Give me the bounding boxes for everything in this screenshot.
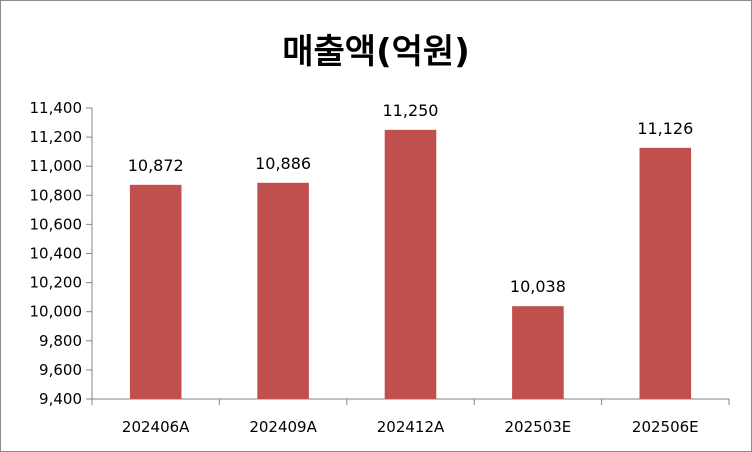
y-tick-label: 11,000 bbox=[30, 157, 83, 175]
data-label: 10,872 bbox=[128, 156, 184, 175]
bar bbox=[639, 147, 692, 399]
data-labels: 10,872 10,886 11,250 10,038 11,126 bbox=[128, 101, 694, 296]
data-label: 10,886 bbox=[255, 154, 311, 173]
y-axis-ticks: 9,400 9,600 9,800 10,000 10,200 10,400 10,600 1… bbox=[30, 99, 92, 408]
bar bbox=[129, 184, 182, 399]
x-category-label: 202406A bbox=[122, 418, 190, 436]
bars bbox=[129, 129, 692, 399]
y-tick-label: 11,200 bbox=[30, 128, 83, 146]
x-category-label: 202506E bbox=[632, 418, 699, 436]
chart-title: 매출액(억원) bbox=[282, 32, 469, 72]
bar bbox=[384, 129, 437, 399]
bar bbox=[512, 306, 564, 399]
y-tick-label: 9,400 bbox=[39, 390, 82, 408]
y-tick-label: 9,800 bbox=[39, 332, 82, 350]
data-label: 11,126 bbox=[637, 119, 693, 138]
y-tick-label: 10,800 bbox=[30, 186, 83, 204]
bar bbox=[257, 182, 309, 399]
y-tick-label: 10,400 bbox=[30, 245, 83, 263]
y-tick-label: 9,600 bbox=[39, 361, 82, 379]
y-tick-label: 10,000 bbox=[30, 303, 83, 321]
y-tick-label: 11,400 bbox=[30, 99, 83, 117]
data-label: 10,038 bbox=[510, 277, 566, 296]
y-tick-label: 10,200 bbox=[30, 274, 83, 292]
x-category-label: 202409A bbox=[249, 418, 317, 436]
x-category-label: 202503E bbox=[505, 418, 572, 436]
x-axis-categories: 202406A 202409A 202412A 202503E 202506E bbox=[122, 418, 699, 436]
y-tick-label: 10,600 bbox=[30, 215, 83, 233]
x-category-label: 202412A bbox=[377, 418, 445, 436]
data-label: 11,250 bbox=[383, 101, 439, 120]
